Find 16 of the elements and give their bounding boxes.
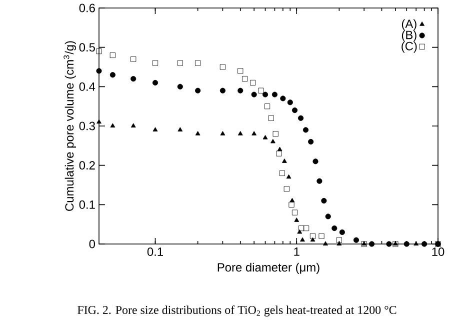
- x-tick-label: 1: [294, 248, 300, 256]
- caption: FIG. 2. Pore size distributions of TiO$_{2}$ gels heat-treated at 1200 °C: [78, 305, 396, 316]
- y-tick-label: 0.2: [79, 161, 95, 170]
- x-tick-label: 0.1: [147, 248, 163, 256]
- y-tick-label: 0.5: [79, 43, 95, 52]
- y-tick-label: 0.4: [79, 82, 96, 91]
- y-tick-label: 0.6: [79, 4, 95, 12]
- x-tick-label: 10: [432, 248, 444, 256]
- y-tick-label: 0: [89, 240, 96, 248]
- y-tick-label: 0.3: [79, 122, 95, 130]
- legend-label: (A): [402, 19, 416, 30]
- x-axis-title: Pore diameter (μm): [218, 262, 320, 274]
- legend-label: (C): [402, 42, 417, 53]
- legend-label: (B): [402, 30, 416, 42]
- y-axis-title: Cumulative pore volume (cm$^{3}$/g): [64, 41, 76, 211]
- y-tick-label: 0.1: [79, 200, 95, 209]
